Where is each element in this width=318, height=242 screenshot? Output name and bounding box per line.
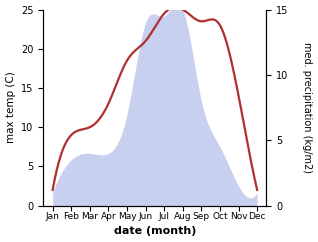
X-axis label: date (month): date (month) [114, 227, 196, 236]
Y-axis label: med. precipitation (kg/m2): med. precipitation (kg/m2) [302, 42, 313, 173]
Y-axis label: max temp (C): max temp (C) [5, 72, 16, 144]
